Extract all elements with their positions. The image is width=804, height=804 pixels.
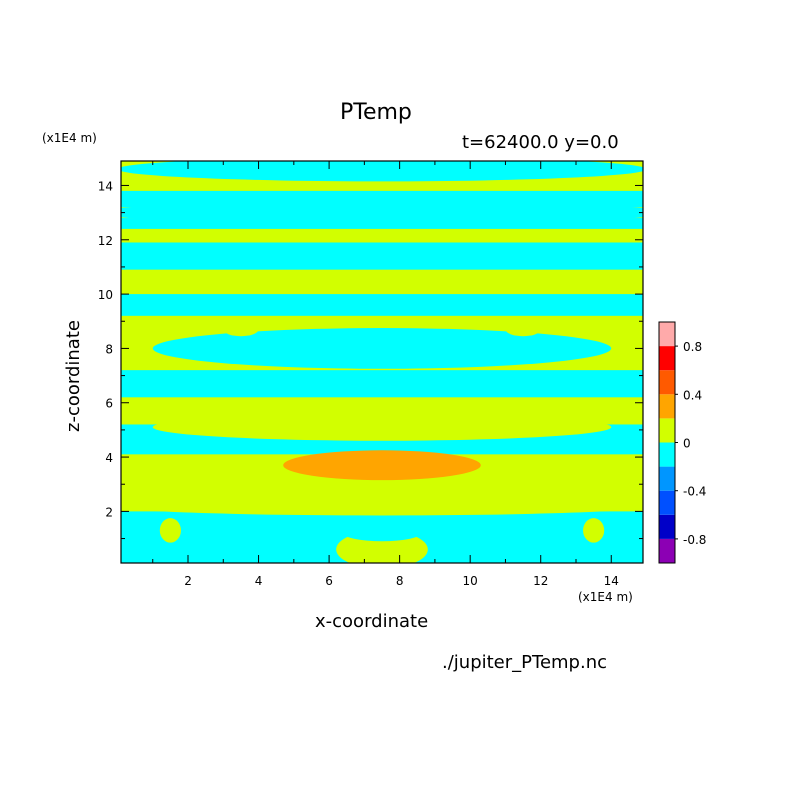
negative-band xyxy=(121,242,643,270)
negative-band xyxy=(121,370,643,398)
colorbar-tick-label: 0.4 xyxy=(683,388,702,402)
colorbar-tick-label: 0.8 xyxy=(683,340,702,354)
positive-region xyxy=(583,518,605,543)
colorbar-tick-label: 0 xyxy=(683,437,691,451)
colorbar-swatch xyxy=(659,538,675,563)
positive-region xyxy=(505,322,541,337)
y-tick-label: 10 xyxy=(98,288,113,302)
x-axis-unit: (x1E4 m) xyxy=(578,590,633,604)
colorbar-swatch xyxy=(659,466,675,491)
x-tick-label: 6 xyxy=(325,574,333,588)
positive-region xyxy=(223,322,259,337)
positive-region xyxy=(159,518,181,543)
y-tick-label: 12 xyxy=(98,234,113,248)
source-filename: ./jupiter_PTemp.nc xyxy=(442,652,608,673)
negative-region xyxy=(121,161,643,182)
colorbar-tick-label: -0.8 xyxy=(683,533,706,547)
x-tick-label: 8 xyxy=(396,574,404,588)
colorbar-swatch xyxy=(659,370,675,395)
colorbar-tick-label: -0.4 xyxy=(683,485,706,499)
y-tick-label: 8 xyxy=(105,342,113,356)
plot-area xyxy=(121,161,643,563)
plot-border xyxy=(120,160,644,564)
y-tick-label: 4 xyxy=(105,451,113,465)
colorbar-swatch xyxy=(659,322,675,347)
positive-region xyxy=(121,496,643,516)
colorbar: -0.8 -0.4 0 0.4 0.8 xyxy=(658,321,706,564)
x-tick-label: 14 xyxy=(604,574,619,588)
y-tick-label: 2 xyxy=(105,505,113,519)
x-tick-label: 10 xyxy=(463,574,478,588)
y-tick-label: 6 xyxy=(105,397,113,411)
warm-region xyxy=(283,450,481,481)
negative-band xyxy=(121,294,643,316)
y-axis-unit: (x1E4 m) xyxy=(42,131,97,145)
chart-subtitle: t=62400.0 y=0.0 xyxy=(462,132,619,153)
colorbar-swatch xyxy=(659,442,675,467)
chart-title: PTemp xyxy=(340,100,412,125)
colorbar-swatch xyxy=(659,418,675,443)
negative-region xyxy=(152,328,612,369)
negative-region xyxy=(343,524,421,542)
x-tick-label: 4 xyxy=(255,574,263,588)
colorbar-swatch xyxy=(659,490,675,515)
colorbar-swatch xyxy=(659,346,675,371)
colorbar-swatch xyxy=(659,514,675,539)
y-tick-label: 14 xyxy=(98,179,113,193)
negative-region xyxy=(121,200,643,225)
x-tick-label: 12 xyxy=(533,574,548,588)
plot-frame xyxy=(120,160,644,564)
x-axis-label: x-coordinate xyxy=(315,611,429,632)
x-tick-label: 2 xyxy=(184,574,192,588)
axes: 2 4 6 8 10 12 14 2 4 6 8 10 12 14 xyxy=(98,161,643,588)
positive-region xyxy=(152,413,612,441)
colorbar-swatch xyxy=(659,394,675,419)
